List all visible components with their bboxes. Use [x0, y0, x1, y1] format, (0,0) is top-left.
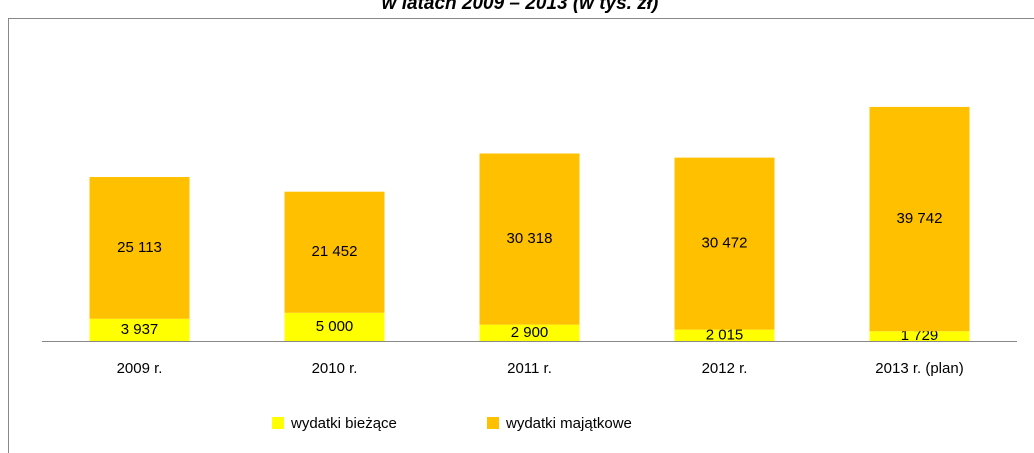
bar-segment [89, 177, 190, 319]
bar-segment [674, 329, 775, 341]
data-label: 5 000 [316, 318, 354, 335]
x-tick-label: 2013 r. (plan) [875, 360, 963, 377]
bar-segment [479, 153, 580, 325]
chart-border [8, 18, 1034, 453]
legend-swatch [272, 417, 284, 429]
legend-label: wydatki bieżące [290, 415, 397, 432]
data-label: 2 015 [706, 326, 744, 343]
data-label: 25 113 [117, 239, 162, 256]
chart-title: w latach 2009 – 2013 (w tys. zł) [382, 0, 659, 14]
data-label: 21 452 [312, 243, 358, 260]
bar-segment [89, 318, 190, 341]
data-label: 39 742 [897, 210, 943, 227]
bar-segment [869, 106, 970, 332]
data-label: 30 472 [702, 235, 748, 252]
data-label: 30 318 [507, 230, 553, 247]
data-label: 3 937 [121, 321, 159, 338]
bar-segment [479, 324, 580, 341]
bar-segment [284, 191, 385, 313]
x-tick-label: 2011 r. [507, 360, 552, 377]
legend-swatch [487, 417, 499, 429]
x-tick-label: 2012 r. [702, 360, 748, 377]
bar-segment [869, 331, 970, 341]
bar-segment [284, 312, 385, 341]
x-tick-label: 2010 r. [312, 360, 358, 377]
data-label: 2 900 [511, 324, 549, 341]
data-label: 1 729 [901, 327, 939, 344]
legend-label: wydatki majątkowe [505, 415, 632, 432]
x-tick-label: 2009 r. [117, 360, 163, 377]
bar-segment [674, 157, 775, 330]
